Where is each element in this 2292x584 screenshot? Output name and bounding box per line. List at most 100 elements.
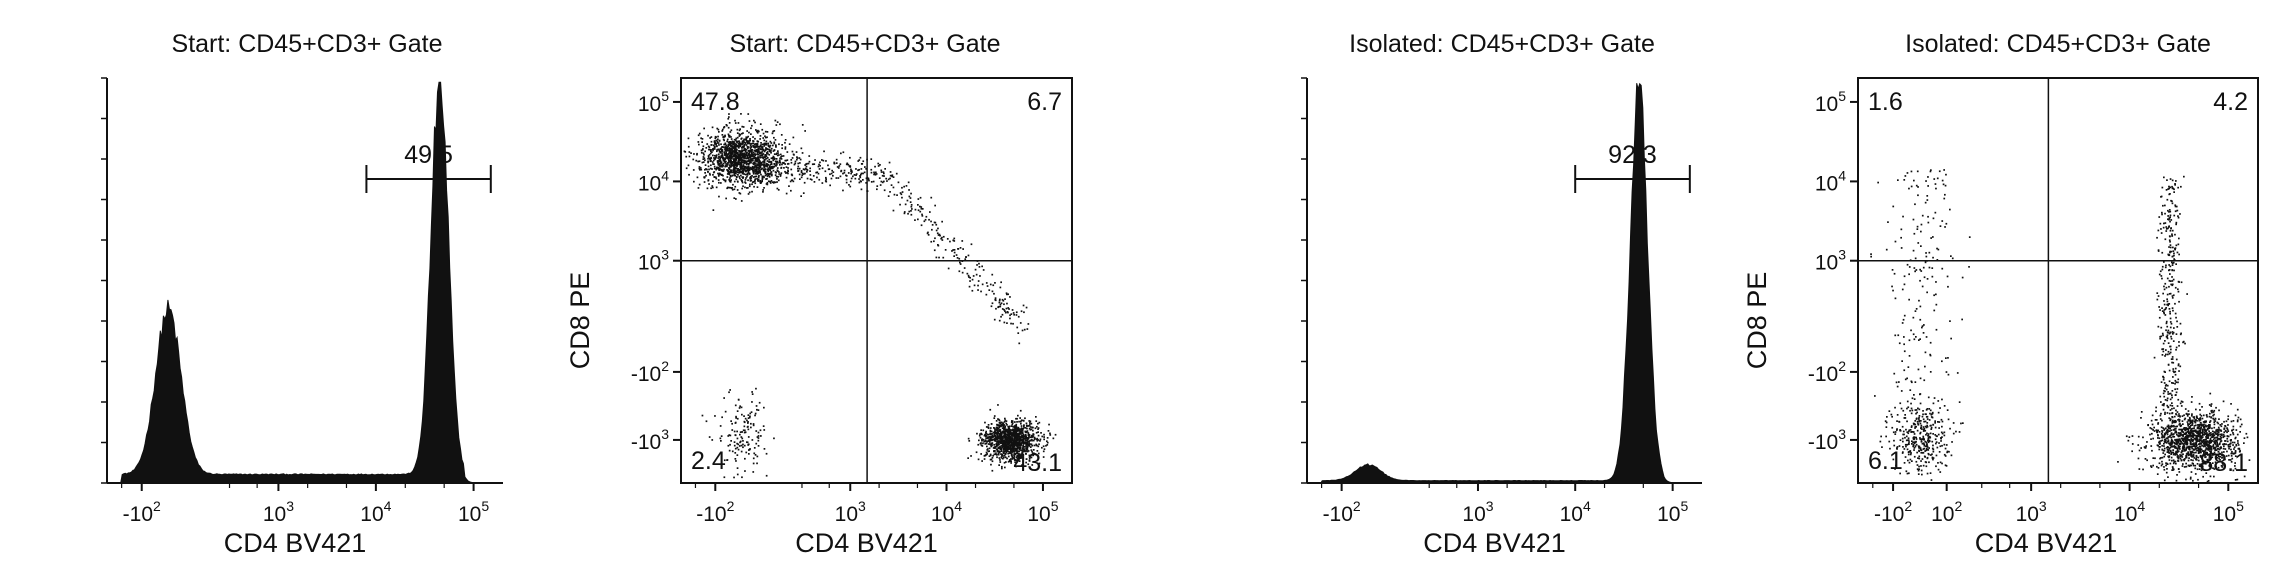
event-point	[1010, 451, 1012, 453]
event-point	[738, 135, 741, 137]
event-point	[728, 149, 731, 152]
event-point	[766, 157, 769, 159]
x-axis-label: CD4 BV421	[224, 528, 367, 558]
event-point	[743, 425, 746, 428]
event-point	[1929, 436, 1932, 439]
event-point	[1049, 434, 1052, 436]
event-point	[1926, 456, 1929, 459]
event-point	[697, 187, 700, 189]
event-point	[765, 164, 768, 167]
event-point	[2198, 468, 2201, 470]
event-point	[881, 181, 884, 184]
event-point	[1903, 433, 1905, 436]
event-point	[1022, 304, 1025, 307]
event-point	[2164, 427, 2167, 430]
event-point	[2173, 445, 2176, 448]
event-point	[937, 234, 940, 236]
event-point	[1035, 420, 1038, 422]
event-point	[1912, 438, 1915, 440]
event-point	[2236, 419, 2239, 421]
event-point	[2158, 440, 2161, 443]
event-point	[1017, 436, 1019, 439]
event-point	[1007, 431, 1010, 434]
event-point	[1038, 421, 1041, 424]
event-point	[1009, 431, 1012, 433]
event-point	[1004, 446, 1007, 449]
event-point	[714, 137, 717, 140]
event-point	[1027, 444, 1029, 447]
event-point	[1927, 433, 1930, 435]
event-point	[1004, 419, 1007, 422]
event-point	[2179, 454, 2181, 456]
event-point	[2186, 435, 2188, 438]
event-point	[808, 155, 811, 157]
event-point	[2187, 423, 2189, 425]
event-point	[1045, 444, 1047, 447]
event-point	[743, 173, 745, 175]
event-point	[727, 141, 730, 144]
event-point	[710, 140, 713, 143]
event-point	[707, 171, 709, 173]
event-point	[698, 132, 701, 135]
event-point	[734, 154, 737, 156]
event-point	[2205, 425, 2207, 428]
event-point	[2146, 459, 2148, 462]
event-point	[776, 178, 778, 180]
event-point	[2175, 427, 2177, 430]
event-point	[2175, 450, 2177, 453]
event-point	[980, 444, 983, 447]
event-point	[747, 193, 750, 195]
event-point	[847, 163, 850, 166]
event-point	[921, 208, 924, 210]
event-point	[746, 173, 749, 176]
event-point	[1005, 307, 1008, 310]
event-point	[909, 197, 912, 199]
event-point	[2176, 451, 2178, 453]
event-point	[2161, 431, 2164, 433]
event-point	[2209, 475, 2212, 478]
event-point	[727, 163, 729, 166]
event-point	[1028, 424, 1031, 426]
event-point	[1009, 439, 1011, 442]
event-point	[744, 151, 747, 153]
event-point	[1939, 461, 1942, 464]
event-point	[798, 167, 801, 170]
event-point	[766, 182, 769, 184]
quadrant-label-lower-right: 43.1	[1013, 449, 1062, 477]
event-point	[1913, 449, 1915, 451]
event-point	[2236, 408, 2239, 411]
event-point	[727, 162, 730, 164]
event-point	[1926, 448, 1929, 451]
event-point	[726, 147, 729, 149]
event-point	[1941, 425, 1943, 428]
event-point	[785, 192, 788, 195]
event-point	[1026, 446, 1029, 448]
event-point	[2237, 444, 2240, 446]
event-point	[1958, 401, 1961, 403]
event-point	[2234, 467, 2237, 470]
event-point	[977, 443, 980, 446]
event-point	[2225, 455, 2228, 457]
event-point	[2199, 417, 2202, 419]
event-point	[1003, 421, 1006, 423]
event-point	[2198, 451, 2200, 454]
event-point	[2222, 435, 2225, 438]
event-point	[698, 167, 701, 170]
event-point	[729, 177, 731, 179]
event-point	[1035, 443, 1037, 446]
event-point	[2202, 439, 2205, 441]
event-point	[1005, 441, 1007, 444]
event-point	[710, 144, 713, 146]
event-point	[800, 176, 803, 179]
event-point	[779, 160, 781, 163]
event-point	[2206, 452, 2208, 454]
event-point	[1005, 445, 1008, 448]
event-point	[1004, 438, 1006, 441]
event-point	[1005, 440, 1007, 442]
event-point	[764, 135, 766, 138]
event-point	[909, 201, 912, 203]
event-point	[2200, 426, 2202, 429]
event-point	[1923, 443, 1926, 446]
event-point	[751, 149, 754, 151]
event-point	[2140, 417, 2142, 419]
